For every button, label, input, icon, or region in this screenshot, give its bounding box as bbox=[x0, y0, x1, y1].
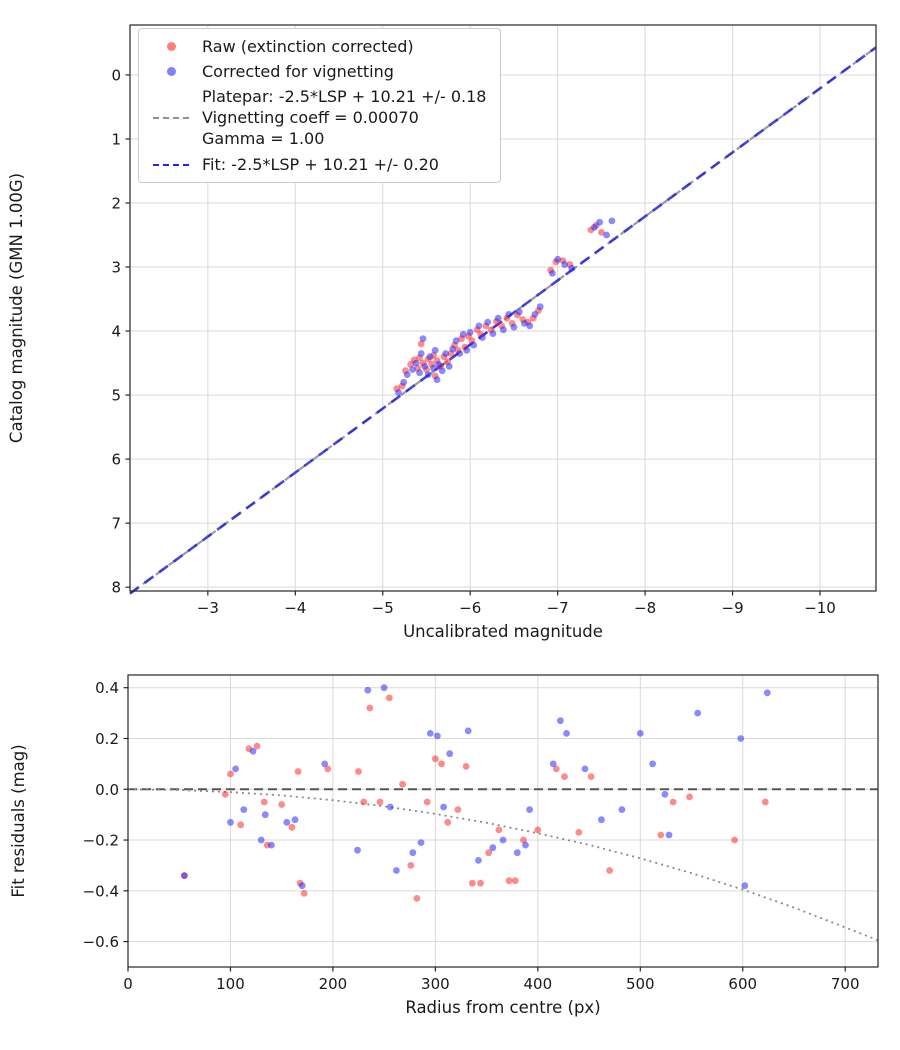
svg-text:1: 1 bbox=[111, 130, 121, 148]
svg-text:−5: −5 bbox=[372, 599, 394, 617]
svg-text:400: 400 bbox=[524, 975, 553, 993]
svg-text:−6: −6 bbox=[459, 599, 481, 617]
svg-text:300: 300 bbox=[421, 975, 450, 993]
svg-text:Fit residuals (mag): Fit residuals (mag) bbox=[9, 744, 28, 897]
svg-text:6: 6 bbox=[111, 451, 121, 469]
svg-text:0: 0 bbox=[111, 66, 121, 84]
svg-text:4: 4 bbox=[111, 323, 121, 341]
legend-entry-corrected: Corrected for vignetting bbox=[149, 62, 486, 81]
gamma-value: Gamma = 1.00 bbox=[202, 128, 325, 148]
svg-text:700: 700 bbox=[831, 975, 860, 993]
svg-text:0.4: 0.4 bbox=[95, 679, 119, 697]
svg-text:−0.4: −0.4 bbox=[83, 882, 119, 900]
svg-text:100: 100 bbox=[216, 975, 245, 993]
svg-text:3: 3 bbox=[111, 259, 121, 277]
svg-text:Catalog magnitude (GMN 1.00G): Catalog magnitude (GMN 1.00G) bbox=[7, 173, 26, 443]
svg-text:2: 2 bbox=[111, 194, 121, 212]
svg-text:−10: −10 bbox=[804, 599, 836, 617]
svg-text:5: 5 bbox=[111, 387, 121, 405]
svg-text:7: 7 bbox=[111, 515, 121, 533]
plot-legend: Raw (extinction corrected) Corrected for… bbox=[138, 28, 502, 184]
svg-text:−8: −8 bbox=[634, 599, 656, 617]
legend-label-raw: Raw (extinction corrected) bbox=[202, 37, 414, 56]
svg-text:600: 600 bbox=[728, 975, 757, 993]
svg-text:−9: −9 bbox=[722, 599, 744, 617]
magnitude-fit-chart: −3 −4 −5 −6 −7 −8 −9 −10 0 1 2 3 4 5 6 7 8 Uncalibrated m… bbox=[7, 24, 877, 641]
corrected-marker-icon bbox=[149, 67, 193, 76]
platepar-dashed-line-icon bbox=[149, 117, 193, 120]
raw-marker-icon bbox=[149, 42, 193, 51]
svg-text:−7: −7 bbox=[547, 599, 569, 617]
svg-text:Radius from centre (px): Radius from centre (px) bbox=[405, 998, 600, 1017]
svg-text:500: 500 bbox=[626, 975, 655, 993]
svg-text:200: 200 bbox=[319, 975, 348, 993]
svg-text:Uncalibrated magnitude: Uncalibrated magnitude bbox=[403, 622, 603, 641]
svg-text:8: 8 bbox=[111, 579, 121, 597]
legend-entry-raw: Raw (extinction corrected) bbox=[149, 37, 486, 56]
svg-text:0.2: 0.2 bbox=[95, 730, 119, 748]
platepar-equation: Platepar: -2.5*LSP + 10.21 +/- 0.18 bbox=[202, 87, 487, 106]
legend-entry-fit: Fit: -2.5*LSP + 10.21 +/- 0.20 bbox=[149, 155, 486, 174]
fit-dashed-line-icon bbox=[149, 163, 193, 166]
svg-text:−0.6: −0.6 bbox=[83, 933, 119, 951]
svg-text:−0.2: −0.2 bbox=[83, 832, 119, 850]
legend-entry-platepar: Platepar: -2.5*LSP + 10.21 +/- 0.18 Vign… bbox=[149, 87, 486, 149]
legend-label-platepar: Platepar: -2.5*LSP + 10.21 +/- 0.18 Vign… bbox=[202, 87, 486, 149]
svg-text:−4: −4 bbox=[284, 599, 306, 617]
legend-label-fit: Fit: -2.5*LSP + 10.21 +/- 0.20 bbox=[202, 155, 439, 175]
residuals-chart: 0 100 200 300 400 500 600 700 −0.6 −0.4 −0.2 0.0 0.2… bbox=[0, 660, 900, 1050]
magnitude-fit-svg: −3 −4 −5 −6 −7 −8 −9 −10 0 1 2 3 4 5 6 7 8 Uncalibrated m… bbox=[7, 24, 877, 641]
svg-text:0.0: 0.0 bbox=[95, 781, 119, 799]
vignetting-coeff: Vignetting coeff = 0.00070 bbox=[202, 107, 419, 127]
svg-text:0: 0 bbox=[123, 975, 133, 993]
residuals-svg: 0 100 200 300 400 500 600 700 −0.6 −0.4 −0.2 0.0 0.2… bbox=[9, 674, 879, 1017]
legend-label-corrected: Corrected for vignetting bbox=[202, 62, 394, 81]
svg-text:−3: −3 bbox=[197, 599, 219, 617]
